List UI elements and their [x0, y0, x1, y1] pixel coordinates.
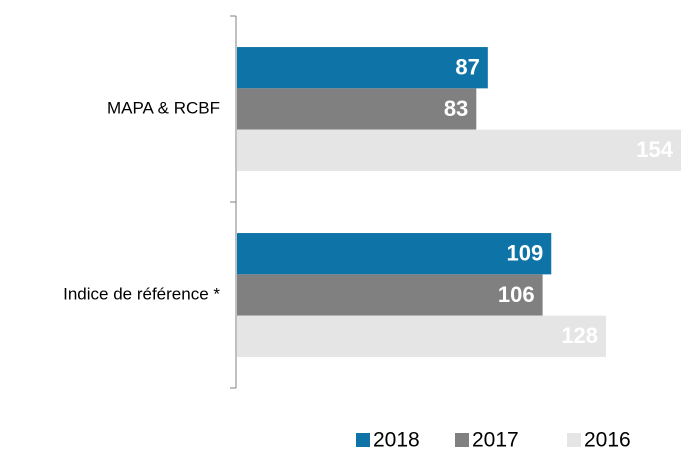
bar	[237, 315, 607, 357]
value-label: 106	[498, 282, 535, 307]
value-label: 154	[636, 137, 673, 162]
legend-swatch	[455, 433, 469, 447]
bar	[237, 274, 543, 316]
value-label: 87	[455, 55, 479, 80]
bar	[237, 88, 477, 130]
value-label: 83	[444, 96, 468, 121]
category-label: MAPA & RCBF	[107, 98, 220, 117]
legend-swatch	[356, 433, 370, 447]
category-label: Indice de référence *	[63, 284, 220, 303]
legend-label: 2018	[373, 429, 420, 452]
legend-swatch	[567, 433, 581, 447]
value-label: 128	[561, 323, 598, 348]
bar	[237, 47, 488, 89]
bar	[237, 129, 681, 171]
legend-label: 2016	[584, 429, 631, 452]
bar	[237, 233, 552, 275]
legend-label: 2017	[472, 429, 519, 452]
value-label: 109	[507, 241, 544, 266]
